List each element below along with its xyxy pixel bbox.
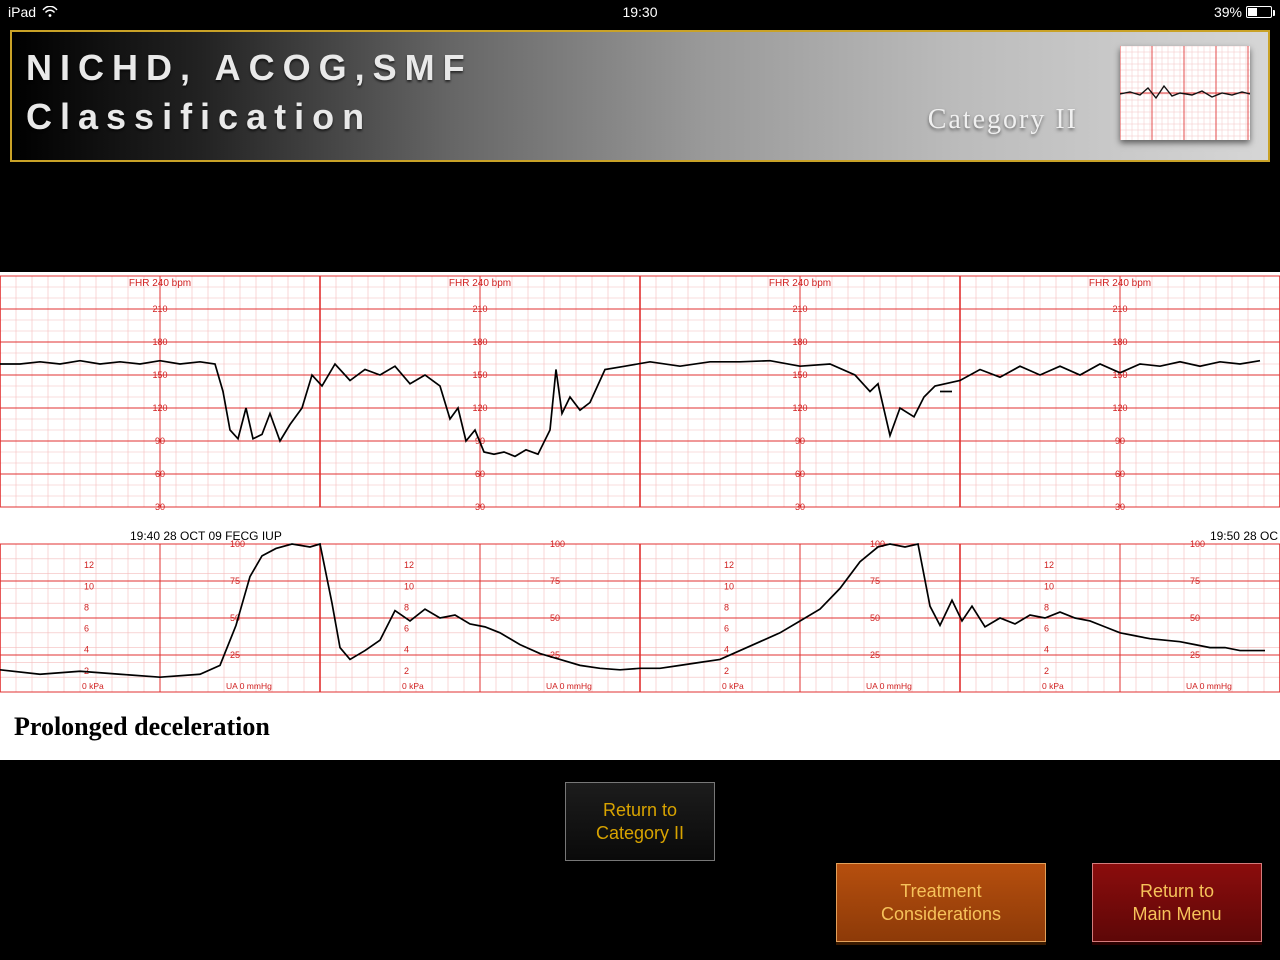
svg-text:180: 180	[792, 337, 807, 347]
svg-text:12: 12	[1044, 560, 1054, 570]
svg-text:12: 12	[84, 560, 94, 570]
svg-text:75: 75	[870, 576, 880, 586]
svg-text:10: 10	[84, 581, 94, 591]
svg-text:25: 25	[870, 650, 880, 660]
wifi-icon	[42, 6, 58, 18]
svg-text:4: 4	[404, 645, 409, 655]
svg-text:25: 25	[230, 650, 240, 660]
svg-text:120: 120	[1112, 403, 1127, 413]
tracing-panel: FHR 240 bpm30609012015018021024681012255…	[0, 272, 1280, 760]
svg-text:30: 30	[155, 502, 165, 512]
svg-text:10: 10	[724, 581, 734, 591]
svg-text:75: 75	[550, 576, 560, 586]
return-category-button[interactable]: Return to Category II	[565, 782, 715, 861]
svg-text:60: 60	[1115, 469, 1125, 479]
svg-text:FHR 240 bpm: FHR 240 bpm	[449, 278, 511, 289]
svg-text:75: 75	[230, 576, 240, 586]
svg-text:6: 6	[404, 624, 409, 634]
clock: 19:30	[0, 4, 1280, 20]
banner-title-line2: Classification	[26, 93, 473, 142]
return-main-menu-button[interactable]: Return to Main Menu	[1092, 863, 1262, 942]
svg-text:150: 150	[1112, 370, 1127, 380]
banner-subtitle: Category II	[928, 104, 1078, 136]
treatment-considerations-button[interactable]: Treatment Considerations	[836, 863, 1046, 942]
svg-text:4: 4	[1044, 645, 1049, 655]
svg-text:30: 30	[795, 502, 805, 512]
svg-text:90: 90	[795, 436, 805, 446]
svg-text:50: 50	[1190, 613, 1200, 623]
svg-text:2: 2	[724, 666, 729, 676]
svg-text:30: 30	[475, 502, 485, 512]
banner-title: NICHD, ACOG,SMF Classification	[26, 44, 473, 141]
svg-text:0 kPa: 0 kPa	[722, 681, 744, 691]
svg-text:FHR 240 bpm: FHR 240 bpm	[1089, 278, 1151, 289]
svg-text:120: 120	[472, 403, 487, 413]
svg-text:4: 4	[84, 645, 89, 655]
svg-text:UA 0 mmHg: UA 0 mmHg	[1186, 681, 1232, 691]
svg-text:6: 6	[84, 624, 89, 634]
svg-text:8: 8	[724, 602, 729, 612]
svg-text:180: 180	[472, 337, 487, 347]
svg-text:19:50 28 OC: 19:50 28 OC	[1210, 529, 1278, 543]
svg-text:120: 120	[792, 403, 807, 413]
svg-text:8: 8	[84, 602, 89, 612]
svg-text:12: 12	[724, 560, 734, 570]
svg-text:2: 2	[1044, 666, 1049, 676]
banner-title-line1: NICHD, ACOG,SMF	[26, 44, 473, 93]
svg-text:UA 0 mmHg: UA 0 mmHg	[866, 681, 912, 691]
svg-text:FHR 240 bpm: FHR 240 bpm	[769, 278, 831, 289]
svg-text:210: 210	[152, 304, 167, 314]
svg-text:12: 12	[404, 560, 414, 570]
svg-text:100: 100	[550, 539, 565, 549]
battery-icon	[1246, 6, 1272, 18]
svg-text:10: 10	[404, 581, 414, 591]
battery-pct: 39%	[1214, 4, 1242, 20]
svg-text:6: 6	[724, 624, 729, 634]
svg-text:180: 180	[1112, 337, 1127, 347]
svg-text:210: 210	[792, 304, 807, 314]
svg-text:UA 0 mmHg: UA 0 mmHg	[546, 681, 592, 691]
svg-text:50: 50	[550, 613, 560, 623]
svg-text:150: 150	[472, 370, 487, 380]
svg-text:75: 75	[1190, 576, 1200, 586]
svg-text:180: 180	[152, 337, 167, 347]
svg-text:210: 210	[1112, 304, 1127, 314]
svg-text:8: 8	[404, 602, 409, 612]
svg-text:30: 30	[1115, 502, 1125, 512]
svg-text:0 kPa: 0 kPa	[402, 681, 424, 691]
svg-text:4: 4	[724, 645, 729, 655]
fhr-toco-chart: FHR 240 bpm30609012015018021024681012255…	[0, 272, 1280, 702]
svg-text:8: 8	[1044, 602, 1049, 612]
svg-text:0 kPa: 0 kPa	[1042, 681, 1064, 691]
svg-text:FHR 240 bpm: FHR 240 bpm	[129, 278, 191, 289]
svg-text:90: 90	[155, 436, 165, 446]
svg-text:100: 100	[1190, 539, 1205, 549]
svg-text:19:40 28 OCT 09 FECG IUP: 19:40 28 OCT 09 FECG IUP	[130, 529, 282, 543]
svg-text:50: 50	[870, 613, 880, 623]
svg-text:UA 0 mmHg: UA 0 mmHg	[226, 681, 272, 691]
svg-text:150: 150	[792, 370, 807, 380]
chart-caption: Prolonged deceleration	[0, 702, 1280, 760]
svg-text:120: 120	[152, 403, 167, 413]
status-bar: iPad 19:30 39%	[0, 0, 1280, 24]
svg-text:60: 60	[795, 469, 805, 479]
svg-text:150: 150	[152, 370, 167, 380]
svg-text:60: 60	[155, 469, 165, 479]
svg-text:60: 60	[475, 469, 485, 479]
svg-text:2: 2	[404, 666, 409, 676]
svg-text:210: 210	[472, 304, 487, 314]
svg-text:25: 25	[1190, 650, 1200, 660]
banner-thumbnail	[1120, 46, 1250, 140]
svg-text:0 kPa: 0 kPa	[82, 681, 104, 691]
svg-text:10: 10	[1044, 581, 1054, 591]
svg-text:6: 6	[1044, 624, 1049, 634]
classification-banner: NICHD, ACOG,SMF Classification Category …	[10, 30, 1270, 162]
svg-text:90: 90	[1115, 436, 1125, 446]
device-label: iPad	[8, 4, 36, 20]
